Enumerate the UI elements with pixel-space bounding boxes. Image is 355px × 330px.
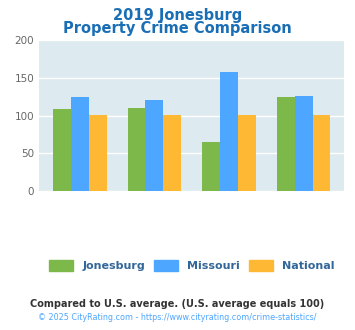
Text: Property Crime Comparison: Property Crime Comparison bbox=[63, 21, 292, 36]
Bar bbox=[53, 110, 71, 191]
Bar bbox=[220, 72, 238, 191]
Bar bbox=[295, 96, 312, 191]
Text: 2019 Jonesburg: 2019 Jonesburg bbox=[113, 8, 242, 23]
Bar bbox=[202, 142, 220, 191]
Bar bbox=[163, 115, 181, 191]
Text: © 2025 CityRating.com - https://www.cityrating.com/crime-statistics/: © 2025 CityRating.com - https://www.city… bbox=[38, 313, 317, 322]
Legend: Jonesburg, Missouri, National: Jonesburg, Missouri, National bbox=[43, 254, 340, 277]
Bar bbox=[127, 108, 146, 191]
Bar bbox=[71, 97, 89, 191]
Bar bbox=[277, 97, 295, 191]
Bar bbox=[238, 115, 256, 191]
Bar bbox=[146, 100, 163, 191]
Bar bbox=[312, 115, 331, 191]
Text: Compared to U.S. average. (U.S. average equals 100): Compared to U.S. average. (U.S. average … bbox=[31, 299, 324, 309]
Bar bbox=[89, 115, 106, 191]
